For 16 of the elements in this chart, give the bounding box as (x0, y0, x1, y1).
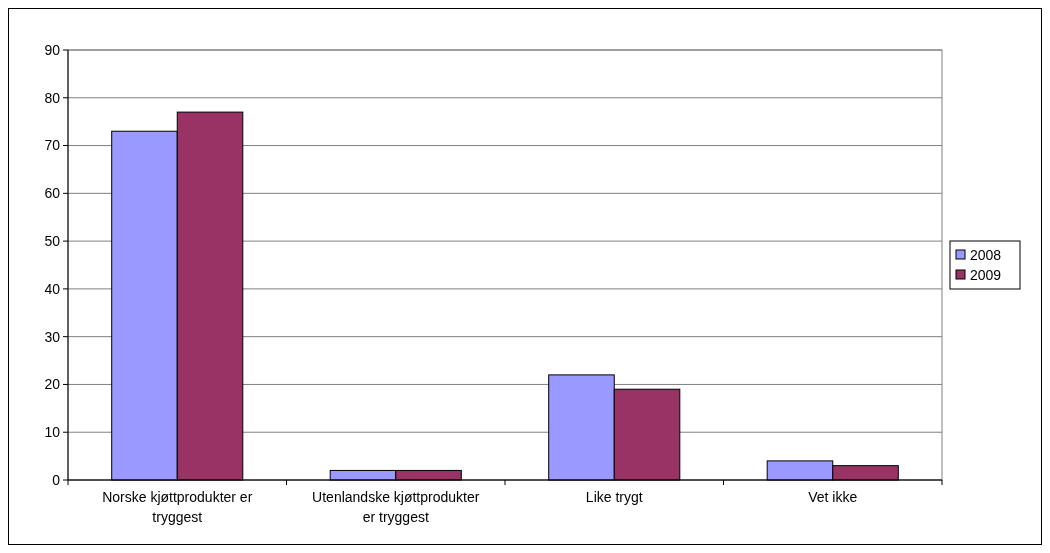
y-tick-label: 50 (44, 233, 61, 250)
y-tick-label: 10 (44, 424, 61, 441)
x-tick-label: Norske kjøttprodukter er tryggest (102, 489, 253, 525)
y-tick-label: 60 (44, 185, 61, 202)
y-tick-label: 30 (44, 328, 61, 345)
y-tick-label: 0 (52, 471, 61, 488)
y-tick-label: 40 (44, 280, 61, 297)
legend-label: 2008 (970, 246, 1002, 263)
y-tick-label: 80 (44, 89, 61, 106)
x-tick-label: Vet ikke (808, 489, 858, 505)
y-tick-label: 90 (44, 41, 61, 58)
y-tick-label: 20 (44, 376, 61, 393)
x-tick-label: Like trygt (585, 489, 643, 505)
legend-label: 2009 (970, 266, 1002, 283)
x-tick-label: Utenlandske kjøttprodukter er tryggest (312, 489, 480, 525)
y-tick-label: 70 (44, 137, 61, 154)
